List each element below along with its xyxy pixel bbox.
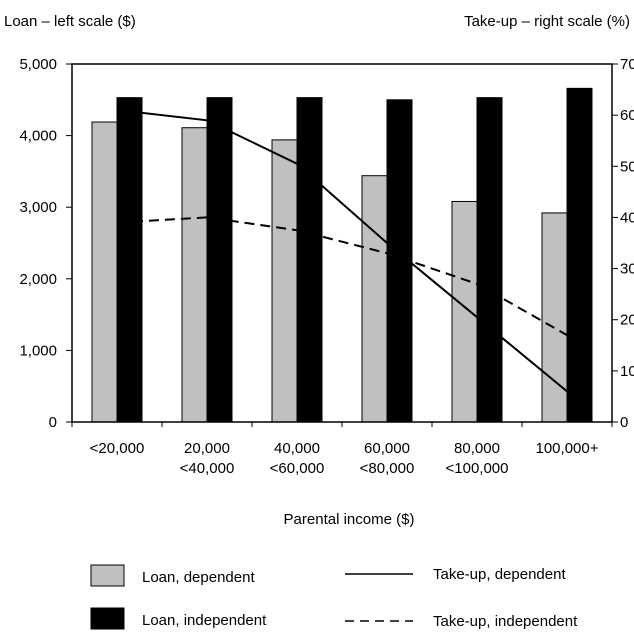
bar-loan-independent	[116, 97, 143, 423]
legend: Loan, dependent Take-up, dependent Loan, i…	[90, 564, 578, 630]
x-tick-label: 60,000	[364, 440, 410, 457]
x-tick-label: <40,000	[180, 460, 235, 477]
bar-loan-dependent	[91, 121, 118, 423]
right-tick-label: 70	[620, 56, 634, 73]
right-tick-label: 30	[620, 261, 634, 278]
bar-loan-dependent	[361, 175, 388, 423]
x-tick-label: <100,000	[446, 460, 509, 477]
bar-loan-independent	[476, 97, 503, 423]
right-tick-label: 40	[620, 209, 634, 226]
x-tick-label: <20,000	[90, 440, 145, 457]
bar-loan-independent	[566, 87, 593, 423]
legend-loan-dependent-swatch	[90, 564, 125, 587]
left-tick-label: 5,000	[19, 56, 57, 73]
bar-loan-dependent	[541, 212, 568, 423]
x-tick-label: 20,000	[184, 440, 230, 457]
legend-takeup-independent-label: Take-up, independent	[433, 613, 578, 630]
bar-loan-dependent	[181, 127, 208, 423]
x-axis: <20,000 20,000 <40,000 40,000 <60,000 60,000 <…	[71, 422, 613, 477]
bar-loan-dependent	[271, 139, 298, 423]
right-tick-label: 10	[620, 363, 634, 380]
x-tick-label: 40,000	[274, 440, 320, 457]
legend-loan-dependent-label: Loan, dependent	[142, 569, 255, 586]
left-tick-label: 4,000	[19, 128, 57, 145]
left-tick-label: 0	[49, 414, 57, 431]
legend-loan-independent-swatch	[90, 607, 125, 630]
left-tick-label: 1,000	[19, 342, 57, 359]
line-takeup-dependent	[116, 109, 568, 393]
line-takeup-independent	[116, 216, 568, 336]
x-tick-label: 80,000	[454, 440, 500, 457]
lines-layer	[116, 109, 568, 393]
legend-loan-independent-label: Loan, independent	[142, 612, 267, 629]
right-tick-label: 0	[620, 414, 628, 431]
plot-frame	[71, 63, 613, 423]
legend-takeup-dependent-label: Take-up, dependent	[433, 566, 566, 583]
x-tick-label: 100,000+	[536, 440, 599, 457]
bar-loan-dependent	[451, 200, 478, 423]
right-tick-label: 50	[620, 158, 634, 175]
right-axis: 0 10 20 30 40 50 60 70	[612, 56, 634, 431]
left-axis: 0 1,000 2,000 3,000 4,000 5,000	[19, 56, 72, 431]
left-tick-label: 2,000	[19, 271, 57, 288]
right-tick-label: 60	[620, 107, 634, 124]
right-tick-label: 20	[620, 312, 634, 329]
x-tick-label: <80,000	[360, 460, 415, 477]
right-axis-title: Take-up – right scale (%)	[464, 13, 630, 30]
left-axis-title: Loan – left scale ($)	[4, 13, 136, 30]
x-tick-label: <60,000	[270, 460, 325, 477]
bar-loan-independent	[206, 97, 233, 423]
left-tick-label: 3,000	[19, 199, 57, 216]
x-axis-title: Parental income ($)	[284, 511, 415, 528]
bar-loan-independent	[296, 97, 323, 423]
bars-layer	[91, 87, 593, 423]
